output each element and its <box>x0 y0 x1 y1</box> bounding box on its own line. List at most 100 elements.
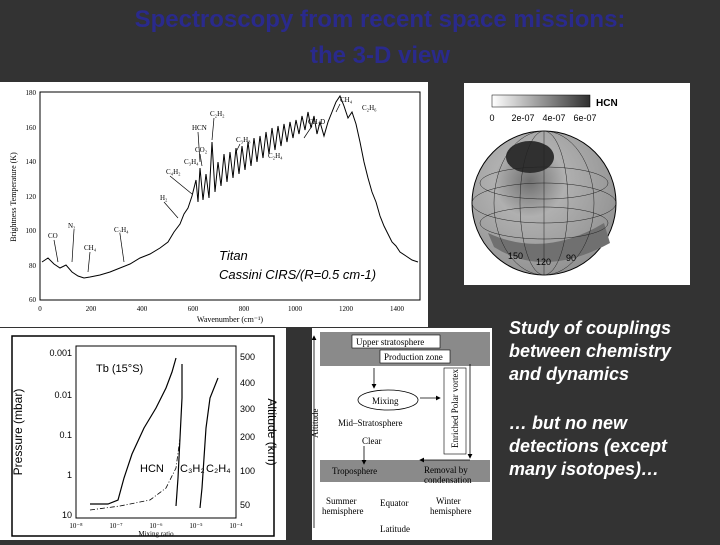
caption-detections: … but no new detections (except many iso… <box>509 412 667 481</box>
vertical-profile-figure: Pressure (mbar) Altitude (km) 0.001 0.01… <box>0 328 286 540</box>
caption-line: and dynamics <box>509 364 630 384</box>
vertical-profile-plot: Pressure (mbar) Altitude (km) 0.001 0.01… <box>11 335 279 538</box>
spectrum-xtick: 600 <box>188 305 199 313</box>
altitude-tick: 500 <box>240 352 255 362</box>
altitude-tick: 100 <box>240 466 255 476</box>
spectrum-ytick: 80 <box>29 262 37 270</box>
profile-ylabel-left: Pressure (mbar) <box>11 389 25 476</box>
spectrum-overlay-instrument: Cassini CIRS/(R=0.5 cm-1) <box>219 267 376 282</box>
latitude-label: Latitude <box>380 524 410 534</box>
mixing-ratio-tick: 10⁻⁶ <box>149 522 163 530</box>
winter-hemisphere-label: Winter <box>436 496 461 506</box>
spectrum-xlabel: Wavenumber (cm⁻¹) <box>197 315 264 324</box>
spectrum-ylabel: Brightness Temperature (K) <box>9 152 18 242</box>
pressure-tick: 1 <box>67 470 72 480</box>
c2h4-profile-curve <box>199 377 219 509</box>
circulation-diagram-svg: Upper stratosphere Production zone Mixin… <box>310 332 490 534</box>
species-label: CH₄ <box>340 96 353 104</box>
mixing-ratio-tick: 10⁻⁸ <box>69 522 83 530</box>
summer-hemisphere-label: Summer <box>326 496 357 506</box>
production-zone-box <box>379 349 451 364</box>
spectrum-xtick: 400 <box>137 305 148 313</box>
hcn-profile-curve <box>90 357 177 505</box>
colorscale-bar <box>491 94 591 108</box>
curve-label: C₂H₄ <box>206 463 231 475</box>
altitude-tick: 200 <box>240 432 255 442</box>
spectrum-curve <box>41 94 419 279</box>
caption-line: many isotopes)… <box>509 459 660 479</box>
spectrum-xtick: 200 <box>86 305 97 313</box>
spectrum-xtick: 1400 <box>390 305 405 313</box>
spectrum-xtick: 1200 <box>339 305 354 313</box>
spectrum-ytick: 60 <box>29 296 37 304</box>
hcn-globe-map: HCN 0 2e-07 4e-07 6e-07 150 120 90 <box>471 94 618 276</box>
summer-hemisphere-label: hemisphere <box>322 506 363 516</box>
spectrum-overlay-title: Titan <box>219 248 248 263</box>
longitude-label: 90 <box>566 253 576 263</box>
enriched-vortex-box <box>443 367 467 455</box>
mixing-label: Mixing <box>372 396 399 406</box>
longitude-label: 120 <box>536 257 551 267</box>
altitude-tick: 400 <box>240 378 255 388</box>
winter-hemisphere-label: hemisphere <box>430 506 471 516</box>
species-label: HCN <box>192 124 207 132</box>
caption-couplings: Study of couplings between chemistry and… <box>509 317 671 386</box>
species-label: C₃H₄ <box>184 158 199 166</box>
species-label: CH₄ <box>84 244 97 252</box>
equator-label: Equator <box>380 498 409 508</box>
spectrum-ytick: 140 <box>26 158 37 166</box>
removal-label: condensation <box>424 475 472 485</box>
pressure-tick: 10 <box>62 510 72 520</box>
spectrum-ytick: 120 <box>26 193 37 201</box>
polar-vortex <box>506 141 554 173</box>
enriched-vortex-label: Enriched Polar vortex <box>450 369 460 448</box>
colorscale-tick: 2e-07 <box>511 113 534 123</box>
altitude-tick: 50 <box>240 500 250 510</box>
mixing-ratio-tick: 10⁻⁴ <box>229 522 243 530</box>
slide-title-line1: Spectroscopy from recent space missions: <box>134 6 626 33</box>
mixing-ratio-label: Mixing ratio <box>138 530 174 538</box>
mid-stratosphere-label: Mid–Stratosphere <box>338 418 403 428</box>
profile-ylabel-right: Altitude (km) <box>265 398 279 465</box>
globe-band <box>488 223 610 263</box>
c3h2-profile-curve <box>175 364 183 507</box>
caption-line: detections (except <box>509 436 668 456</box>
spectrum-plot: Brightness Temperature (K) 180 160 140 1… <box>9 89 421 324</box>
colorscale-label: HCN <box>596 98 618 109</box>
species-label: CH₃D <box>308 118 325 126</box>
species-label: CO₂ <box>195 146 208 154</box>
globe-grid <box>471 130 617 276</box>
spectrum-ytick: 160 <box>26 124 37 132</box>
species-label: N₂ <box>68 222 76 230</box>
colorscale-tick: 4e-07 <box>542 113 565 123</box>
profile-legend: Tb (15°S) <box>96 363 143 375</box>
species-label: C₂H₂ <box>210 110 225 118</box>
upper-stratosphere-label: Upper stratosphere <box>356 337 424 347</box>
spectrum-xtick: 800 <box>239 305 250 313</box>
species-label: C₂H₆ <box>362 104 377 112</box>
curve-label: HCN <box>140 463 164 475</box>
altitude-axis-label: Altitude <box>312 408 320 438</box>
troposphere-label: Troposphere <box>332 466 377 476</box>
troposphere-band <box>320 460 490 482</box>
upper-stratosphere-box <box>351 334 441 349</box>
spectrum-xtick: 1000 <box>288 305 303 313</box>
clear-label: Clear <box>362 436 382 446</box>
pressure-tick: 0.01 <box>54 390 72 400</box>
altitude-tick: 300 <box>240 404 255 414</box>
production-zone-label: Production zone <box>384 352 443 362</box>
mixing-ratio-tick: 10⁻⁷ <box>109 522 123 530</box>
caption-line: between chemistry <box>509 341 672 361</box>
circulation-arrows <box>361 364 473 465</box>
longitude-label: 150 <box>508 251 523 261</box>
spectrum-ytick: 100 <box>26 227 37 235</box>
species-label: CO <box>48 232 58 240</box>
mixing-ellipse <box>357 389 419 411</box>
pressure-tick: 0.001 <box>49 348 72 358</box>
curve-label: C₃H₂ <box>180 463 205 475</box>
colorscale-tick: 0 <box>489 113 494 123</box>
spectrum-figure: Brightness Temperature (K) 180 160 140 1… <box>0 82 428 327</box>
spectrum-ytick: 180 <box>26 89 37 97</box>
spectrum-xtick: 0 <box>38 305 42 313</box>
species-arrows <box>53 103 341 273</box>
